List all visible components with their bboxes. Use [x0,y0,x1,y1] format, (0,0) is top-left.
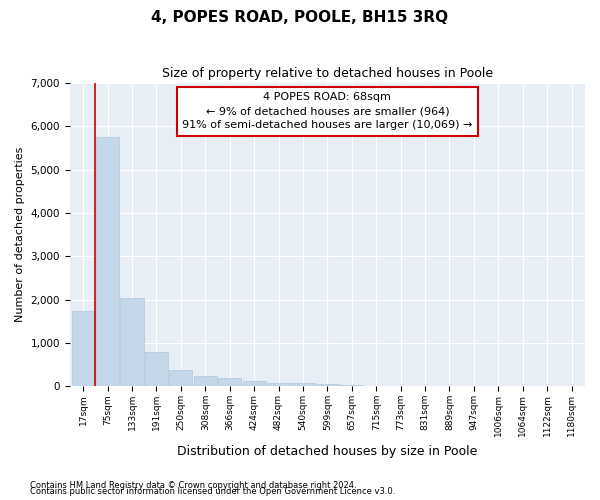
Text: 4, POPES ROAD, POOLE, BH15 3RQ: 4, POPES ROAD, POOLE, BH15 3RQ [151,10,449,25]
Bar [218,378,241,386]
Text: Contains public sector information licensed under the Open Government Licence v3: Contains public sector information licen… [30,487,395,496]
Text: Contains HM Land Registry data © Crown copyright and database right 2024.: Contains HM Land Registry data © Crown c… [30,481,356,490]
Y-axis label: Number of detached properties: Number of detached properties [15,147,25,322]
Text: 4 POPES ROAD: 68sqm
← 9% of detached houses are smaller (964)
91% of semi-detach: 4 POPES ROAD: 68sqm ← 9% of detached hou… [182,92,473,130]
Bar [145,352,168,386]
Bar [242,381,266,386]
Bar [316,384,339,386]
Bar [169,370,193,386]
X-axis label: Distribution of detached houses by size in Poole: Distribution of detached houses by size … [177,444,478,458]
Bar [121,298,143,386]
Bar [96,137,119,386]
Bar [292,384,314,386]
Title: Size of property relative to detached houses in Poole: Size of property relative to detached ho… [162,68,493,80]
Bar [194,376,217,386]
Bar [267,382,290,386]
Bar [71,310,95,386]
